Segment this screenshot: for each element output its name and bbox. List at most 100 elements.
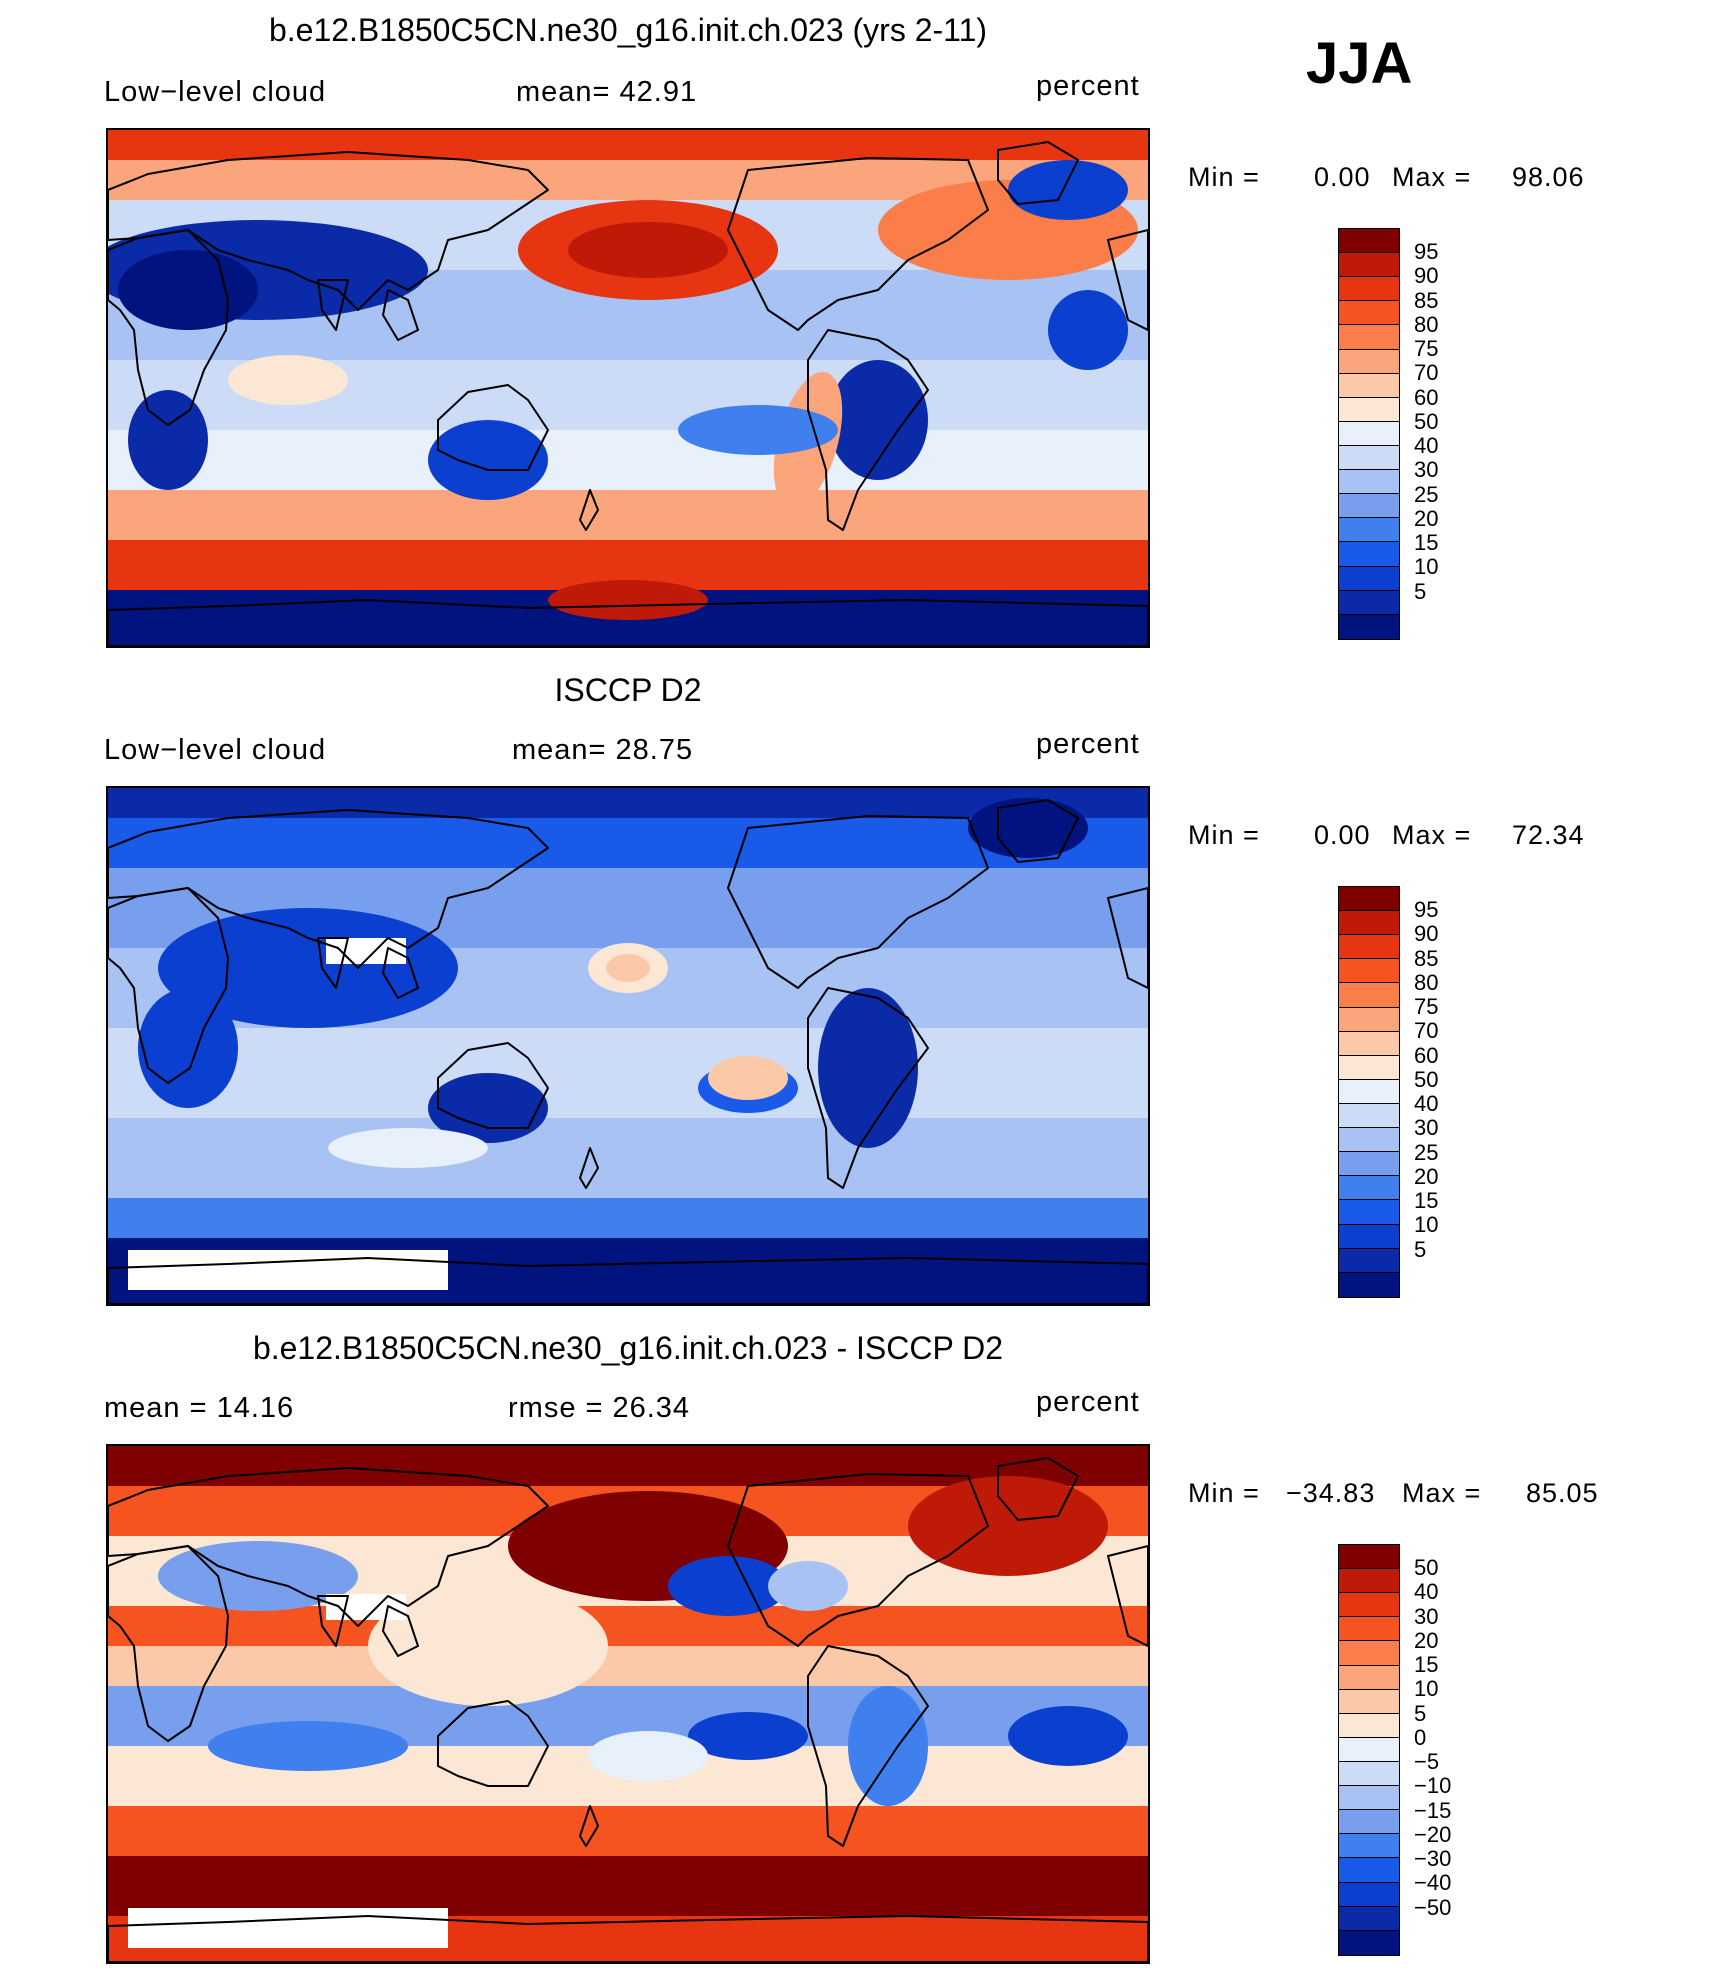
coastline-namerica bbox=[727, 157, 989, 331]
panel-2-map-svg bbox=[108, 788, 1148, 1304]
field-blob bbox=[768, 1561, 848, 1611]
colorbar-1-tick: 75 bbox=[1414, 336, 1439, 362]
panel-3-min-value: −34.83 bbox=[1286, 1478, 1376, 1508]
colorbar-swatch bbox=[1339, 887, 1399, 912]
panel-2-map bbox=[106, 786, 1150, 1306]
field-band bbox=[108, 1606, 1148, 1646]
coastline-antarctica bbox=[108, 1915, 1148, 1962]
field-blob bbox=[818, 988, 918, 1148]
colorbar-1-tick: 10 bbox=[1414, 554, 1439, 580]
colorbar-2-tick: 85 bbox=[1414, 945, 1439, 971]
colorbar-swatch bbox=[1339, 1272, 1399, 1297]
colorbar-2-tick: 20 bbox=[1414, 1163, 1439, 1189]
coastline-nz bbox=[579, 489, 599, 531]
field-blob bbox=[668, 1556, 788, 1616]
field-blob bbox=[118, 250, 258, 330]
colorbar-swatch bbox=[1339, 1152, 1399, 1177]
colorbar-3-tick: 40 bbox=[1414, 1579, 1439, 1605]
coastline-namerica bbox=[727, 1473, 989, 1647]
panel-3-map-svg bbox=[108, 1446, 1148, 1962]
colorbar-2-tick: 80 bbox=[1414, 969, 1439, 995]
colorbar-swatch bbox=[1339, 1248, 1399, 1273]
colorbar-2-tick: 75 bbox=[1414, 994, 1439, 1020]
coastline-layer bbox=[108, 1457, 1148, 1962]
colorbar-2-tick: 5 bbox=[1414, 1236, 1427, 1262]
colorbar-swatch bbox=[1339, 445, 1399, 471]
panel-2-min-value: 0.00 bbox=[1314, 820, 1371, 850]
field-band bbox=[108, 788, 1148, 818]
colorbar-swatch bbox=[1339, 253, 1399, 278]
colorbar-2-tick: 60 bbox=[1414, 1042, 1439, 1068]
coastline-layer bbox=[108, 141, 1148, 646]
colorbar-swatch bbox=[1339, 935, 1399, 960]
coastline-greenland bbox=[997, 799, 1079, 863]
colorbar-1-tick: 50 bbox=[1414, 408, 1439, 434]
colorbar-1-tick: 90 bbox=[1414, 263, 1439, 289]
season-label: JJA bbox=[1306, 31, 1413, 96]
coastline-antarctica bbox=[108, 1257, 1148, 1304]
field-layer bbox=[108, 788, 1148, 1304]
coastline-africa bbox=[108, 1545, 229, 1742]
field-blob bbox=[968, 798, 1088, 858]
panel-2-title: ISCCP D2 bbox=[554, 672, 702, 708]
field-blob bbox=[368, 1586, 608, 1706]
colorbar-swatch bbox=[1339, 1617, 1399, 1642]
colorbar-3-tick: −30 bbox=[1414, 1846, 1452, 1872]
colorbar-swatch bbox=[1339, 1882, 1399, 1907]
colorbar-swatch bbox=[1339, 959, 1399, 984]
colorbar-swatch bbox=[1339, 1834, 1399, 1859]
colorbar-3-tick: 0 bbox=[1414, 1724, 1427, 1750]
panel-1-left-label: Low−level cloud bbox=[104, 76, 327, 108]
field-blob bbox=[428, 420, 548, 500]
panel-2-center-label: mean= 28.75 bbox=[512, 734, 694, 766]
field-band bbox=[108, 1856, 1148, 1916]
colorbar-2-tick: 90 bbox=[1414, 921, 1439, 947]
panel-1-title: b.e12.B1850C5CN.ne30_g16.init.ch.023 (yr… bbox=[268, 12, 988, 48]
coastline-samerica bbox=[807, 329, 929, 531]
colorbar-swatch bbox=[1339, 1200, 1399, 1225]
colorbar-3-tick: −40 bbox=[1414, 1870, 1452, 1896]
field-band bbox=[108, 1028, 1148, 1118]
colorbar-swatch bbox=[1339, 1031, 1399, 1056]
field-blob bbox=[548, 580, 708, 620]
colorbar-swatch bbox=[1339, 542, 1399, 567]
panel-3-center-label: rmse = 26.34 bbox=[508, 1392, 691, 1424]
field-band bbox=[108, 430, 1148, 490]
colorbar-3-tick: 50 bbox=[1414, 1555, 1439, 1581]
coastline-namerica bbox=[727, 815, 989, 989]
field-blob bbox=[208, 1721, 408, 1771]
panel-3-colorbar bbox=[1338, 1544, 1400, 1956]
panel-2-max-label: Max = bbox=[1392, 820, 1472, 850]
colorbar-3-tick: 15 bbox=[1414, 1652, 1439, 1678]
colorbar-swatch bbox=[1339, 1761, 1399, 1787]
field-blob bbox=[708, 1056, 788, 1100]
colorbar-swatch bbox=[1339, 1786, 1399, 1811]
colorbar-3-tick: 5 bbox=[1414, 1700, 1427, 1726]
field-blob bbox=[848, 1686, 928, 1806]
coastline-india bbox=[317, 1595, 349, 1647]
colorbar-swatch bbox=[1339, 1810, 1399, 1835]
colorbar-2-tick: 70 bbox=[1414, 1018, 1439, 1044]
panel-3-map bbox=[106, 1444, 1150, 1964]
coastline-africa bbox=[108, 229, 229, 426]
panel-1-map-svg bbox=[108, 130, 1148, 646]
colorbar-swatch bbox=[1339, 301, 1399, 326]
coastline-australia bbox=[437, 1700, 549, 1787]
colorbar-swatch bbox=[1339, 1641, 1399, 1666]
panel-2-colorbar bbox=[1338, 886, 1400, 1298]
panel-3-title: b.e12.B1850C5CN.ne30_g16.init.ch.023 - I… bbox=[252, 1330, 1004, 1366]
colorbar-swatch bbox=[1339, 349, 1399, 374]
coastline-seasia bbox=[382, 289, 419, 341]
panel-1-units-label: percent bbox=[1036, 70, 1140, 102]
colorbar-swatch bbox=[1339, 1176, 1399, 1201]
coastline-greenland bbox=[997, 141, 1079, 205]
colorbar-1-tick: 40 bbox=[1414, 433, 1439, 459]
field-blob bbox=[428, 1073, 548, 1143]
colorbar-2-tick: 15 bbox=[1414, 1188, 1439, 1214]
colorbar-swatch bbox=[1339, 1713, 1399, 1738]
colorbar-3-tick: −15 bbox=[1414, 1797, 1452, 1823]
field-blob bbox=[688, 1712, 808, 1760]
colorbar-3-tick: −10 bbox=[1414, 1773, 1452, 1799]
colorbar-1-tick: 30 bbox=[1414, 457, 1439, 483]
colorbar-swatch bbox=[1339, 1906, 1399, 1931]
